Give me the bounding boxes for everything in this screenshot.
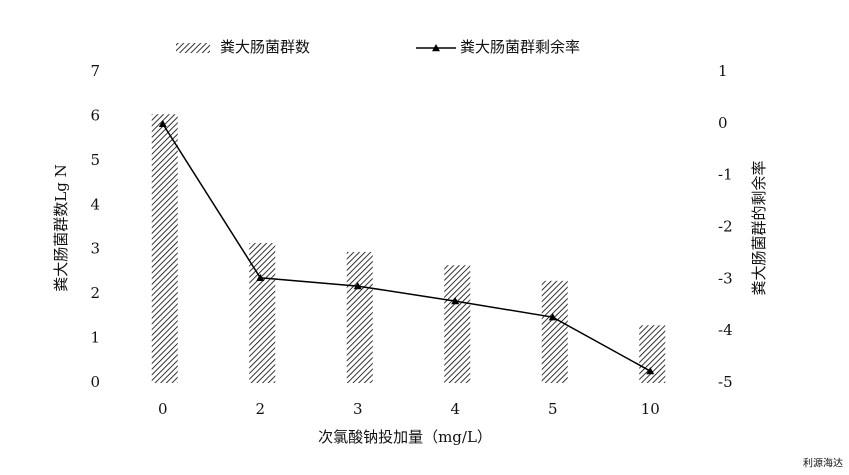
bar (151, 114, 178, 383)
x-tick-label: 2 (255, 400, 265, 418)
line-marker (646, 367, 655, 375)
line-marker (353, 282, 362, 290)
line-marker (158, 119, 167, 128)
y2-tick-label: -4 (718, 321, 733, 339)
y2-tick-label: -5 (718, 373, 733, 391)
x-tick-label: 0 (158, 400, 168, 418)
bar (541, 280, 568, 383)
y2-tick-label: -1 (718, 166, 733, 184)
y-tick-label: 3 (90, 240, 100, 258)
watermark: 利源海达 (803, 457, 843, 470)
line-marker (256, 273, 265, 281)
x-tick-label: 10 (641, 400, 660, 418)
y2-axis-label: 粪大肠菌群的剩余率 (750, 160, 768, 295)
y-tick-label: 7 (90, 62, 100, 80)
x-tick-label: 4 (450, 400, 460, 418)
line (162, 123, 651, 372)
legend-swatch (176, 43, 210, 53)
bar (249, 243, 276, 383)
legend-label: 粪大肠菌群剩余率 (460, 38, 580, 56)
bar (444, 265, 471, 383)
y-tick-label: 5 (90, 151, 100, 169)
y2-tick-label: -3 (718, 269, 733, 287)
y-tick-label: 4 (90, 195, 100, 213)
y-axis-label: 粪大肠菌群数Lg N (52, 164, 70, 291)
y2-tick-label: 1 (718, 62, 728, 80)
legend-marker (432, 44, 440, 52)
y2-tick-label: 0 (718, 114, 728, 132)
legend-label: 粪大肠菌群数 (220, 38, 310, 56)
y-tick-label: 1 (90, 329, 100, 347)
x-tick-label: 5 (548, 400, 558, 418)
y2-tick-label: -2 (718, 218, 733, 236)
y-tick-label: 6 (90, 106, 100, 124)
bar (346, 251, 373, 383)
line-marker (548, 313, 557, 321)
bar (639, 325, 666, 383)
x-tick-label: 3 (353, 400, 363, 418)
x-axis-label: 次氯酸钠投加量（mg/L） (318, 428, 492, 446)
y-tick-label: 2 (90, 284, 100, 302)
line-marker (451, 297, 460, 305)
y-tick-label: 0 (90, 373, 100, 391)
